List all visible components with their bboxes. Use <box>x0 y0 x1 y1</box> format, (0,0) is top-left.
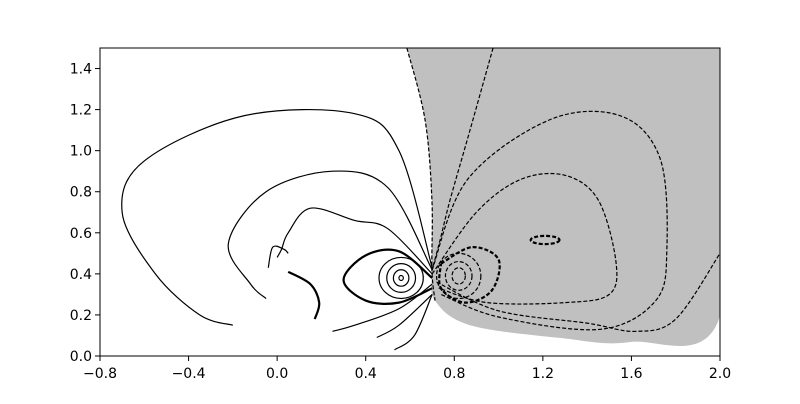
contour-ellipse <box>529 234 561 246</box>
x-tick-label: 0.0 <box>266 366 288 382</box>
contour-ellipse <box>386 263 417 293</box>
y-tick-label: 0.8 <box>70 185 92 201</box>
contour-line <box>121 108 433 326</box>
x-tick-label: 0.8 <box>443 366 465 382</box>
x-tick-label: −0.4 <box>172 366 206 382</box>
contour-line <box>406 48 436 301</box>
contour-line <box>287 270 321 320</box>
contour-line <box>438 246 501 304</box>
contour-line <box>394 294 433 351</box>
x-tick-label: 0.4 <box>355 366 377 382</box>
contour-ellipse <box>435 252 482 300</box>
contour-line <box>267 245 289 268</box>
y-tick-label: 1.0 <box>70 144 92 160</box>
contour-ellipse <box>444 260 473 291</box>
contour-line <box>431 172 618 305</box>
x-tick-label: 1.2 <box>532 366 554 382</box>
x-tick-label: 1.6 <box>620 366 642 382</box>
contour-ellipse <box>378 256 424 300</box>
contour-line <box>342 248 433 305</box>
contour-line <box>376 293 433 339</box>
contour-ellipse <box>392 269 410 287</box>
y-tick-label: 0.0 <box>70 349 92 365</box>
contour-line <box>276 207 433 275</box>
contour-line <box>227 170 433 299</box>
x-tick-label: 2.0 <box>709 366 731 382</box>
contour-ellipse <box>398 274 404 282</box>
filled-region <box>406 48 720 347</box>
y-tick-label: 1.2 <box>70 103 92 119</box>
contour-line <box>431 110 668 331</box>
plot-frame <box>99 47 721 357</box>
contour-line <box>332 283 433 332</box>
y-tick-label: 1.4 <box>70 62 92 78</box>
contour-line <box>431 48 494 270</box>
y-tick-label: 0.4 <box>70 267 92 283</box>
x-tick-label: −0.8 <box>83 366 117 382</box>
y-tick-label: 0.6 <box>70 226 92 242</box>
y-tick-label: 0.2 <box>70 308 92 324</box>
